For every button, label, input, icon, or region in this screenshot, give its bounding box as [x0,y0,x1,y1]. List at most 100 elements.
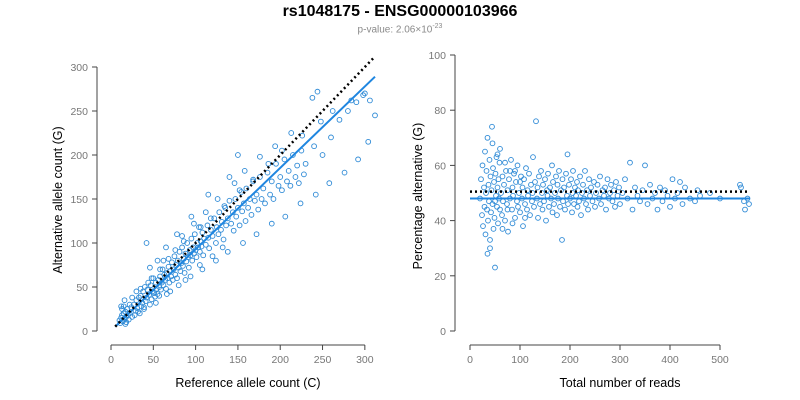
right-data-point [525,192,531,199]
left-data-point [118,303,125,310]
left-data-point [133,288,140,295]
right-data-point [501,181,507,188]
left-data-point [149,288,156,295]
right-data-point [535,214,541,221]
left-data-point [361,90,368,97]
right-data-point [537,201,543,207]
left-data-point [184,240,191,246]
left-data-point [355,156,361,163]
right-data-point [551,201,557,207]
right-data-point [569,190,576,196]
right-data-point [582,168,588,174]
right-data-point [587,192,593,199]
left-data-point [137,285,144,292]
left-data-point [297,200,304,207]
pvalue-text: p-value: 2.06×10 [357,24,433,36]
right-data-point [561,184,567,191]
left-data-point [251,197,258,204]
left-data-point [196,262,203,268]
left-data-point [145,279,152,286]
right-data-point [485,181,492,188]
left-data-point [285,167,292,174]
left-data-point [226,174,233,180]
right-data-point [588,184,594,191]
right-data-point [524,206,530,213]
right-data-point [557,203,563,210]
left-data-point [240,200,247,207]
left-data-point [235,204,241,211]
left-data-point [236,222,243,229]
left-data-point [255,206,262,213]
right-data-point [490,226,497,232]
right-data-point [613,179,619,185]
left-data-point [147,301,153,308]
right-data-point [647,181,653,188]
left-x-tick-label: 100 [187,354,205,366]
left-data-point [260,185,267,192]
right-data-point [737,181,743,188]
left-data-point [193,254,200,260]
left-data-point [253,191,260,198]
right-data-point [629,206,636,213]
right-data-point [493,192,499,199]
left-data-point [220,236,227,243]
left-data-point [268,178,275,185]
right-data-point [604,176,611,183]
right-data-point [504,187,511,194]
right-data-point [583,201,589,207]
left-data-point [270,196,277,202]
left-data-point [294,162,301,169]
left-data-point [275,182,282,189]
left-data-point [163,285,169,292]
left-data-point [174,275,180,282]
right-data-point [619,190,626,196]
left-data-point [160,257,167,264]
right-data-point [519,184,526,191]
left-data-point [137,292,144,299]
right-data-point [497,145,503,152]
left-data-point [163,244,169,251]
right-data-point [601,192,607,199]
right-data-point [654,206,661,213]
right-data-point [559,176,566,183]
right-data-point [545,170,551,177]
left-data-point [191,231,198,238]
right-data-point [502,217,508,224]
right-data-point [609,198,616,205]
left-x-tick-label: 0 [108,354,114,366]
right-data-point [589,198,596,205]
right-y-tick-label: 20 [434,271,446,283]
left-data-point [284,178,290,185]
right-data-point [511,170,517,177]
right-data-point [533,118,539,125]
right-x-axis-label: Total number of reads [560,376,681,390]
left-data-point [262,200,268,207]
right-data-point [510,192,516,199]
left-data-point [154,257,161,264]
right-data-point [614,192,621,199]
right-data-point [512,168,518,174]
right-data-point [694,187,701,194]
right-data-point [495,220,501,227]
right-data-point [573,192,579,199]
right-data-point [491,179,497,185]
right-data-point [602,184,608,191]
right-data-point [568,176,574,183]
right-data-point [528,181,534,188]
right-data-point [538,168,544,174]
left-data-point [141,306,147,312]
right-data-point [541,198,547,205]
left-data-point [341,169,348,176]
right-data-point [550,179,556,185]
right-data-point [562,206,568,213]
left-data-point [188,235,195,242]
right-data-point [697,192,703,199]
right-data-point [493,154,500,160]
left-data-point [248,211,255,218]
left-y-tick-label: 300 [70,62,88,74]
right-data-point [616,184,622,191]
right-data-point [517,209,523,216]
right-data-point [509,184,516,191]
right-data-point [564,192,570,199]
right-data-point [742,206,748,213]
